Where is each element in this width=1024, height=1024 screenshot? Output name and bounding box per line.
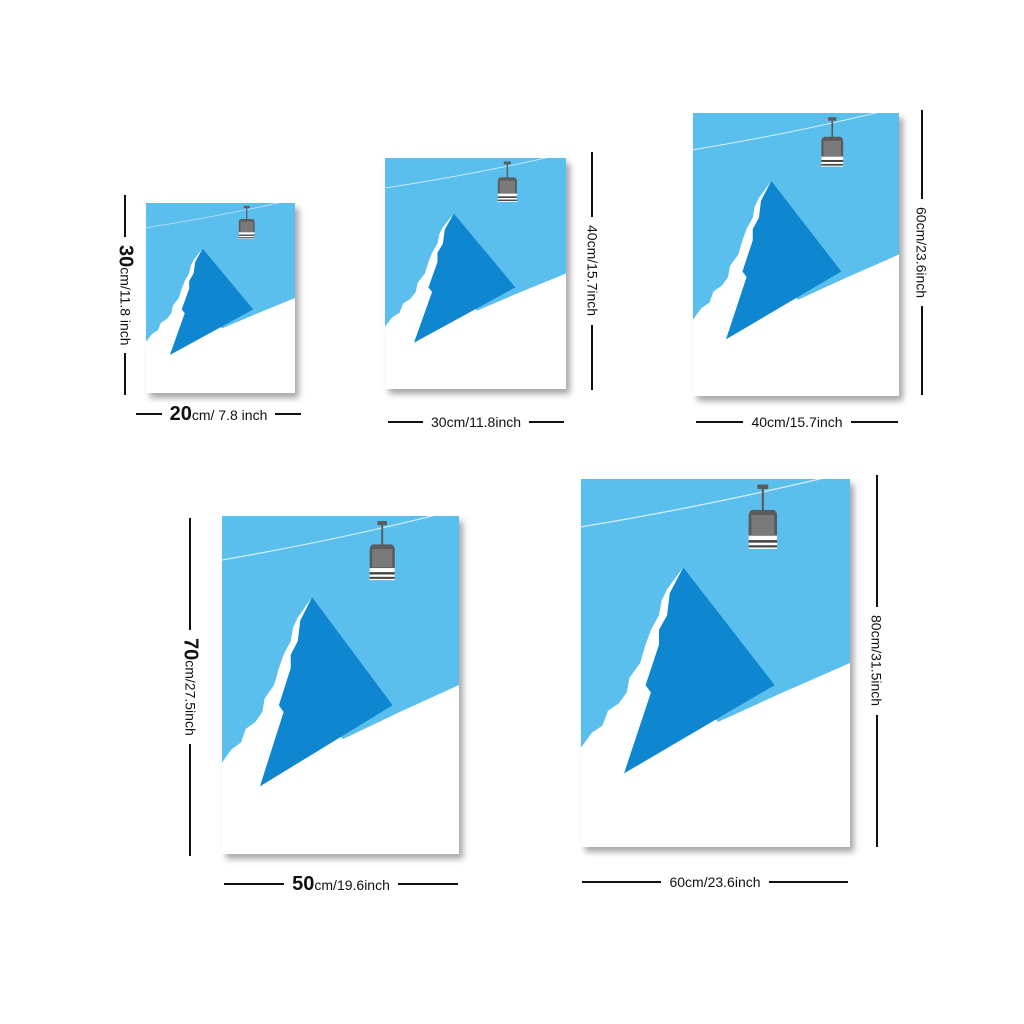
poster-50x70: [222, 516, 459, 854]
mountain-gondola-artwork: [222, 516, 459, 854]
height-dimension-60x80: 80cm/31.5inch: [864, 475, 890, 847]
poster-60x80: [581, 479, 850, 847]
mountain-gondola-artwork: [385, 158, 566, 389]
height-dimension-50x70: 70cm/27.5inch: [176, 518, 204, 857]
poster-20x30: [146, 203, 295, 393]
height-dimension-30x40: 40cm/15.7inch: [580, 152, 604, 390]
width-dimension-20x30: 20cm/ 7.8 inch: [136, 402, 302, 426]
poster-40x60: [693, 113, 899, 396]
mountain-gondola-artwork: [146, 203, 295, 393]
width-dimension-40x60: 40cm/15.7inch: [696, 411, 898, 433]
width-dimension-60x80: 60cm/23.6inch: [582, 870, 848, 894]
height-dimension-40x60: 60cm/23.6inch: [910, 110, 934, 395]
width-dimension-50x70: 50cm/19.6inch: [224, 871, 459, 897]
mountain-gondola-artwork: [693, 113, 899, 396]
poster-30x40: [385, 158, 566, 389]
mountain-gondola-artwork: [581, 479, 850, 847]
width-dimension-30x40: 30cm/11.8inch: [388, 410, 565, 434]
height-dimension-20x30: 30cm/11.8 inch: [112, 195, 138, 395]
